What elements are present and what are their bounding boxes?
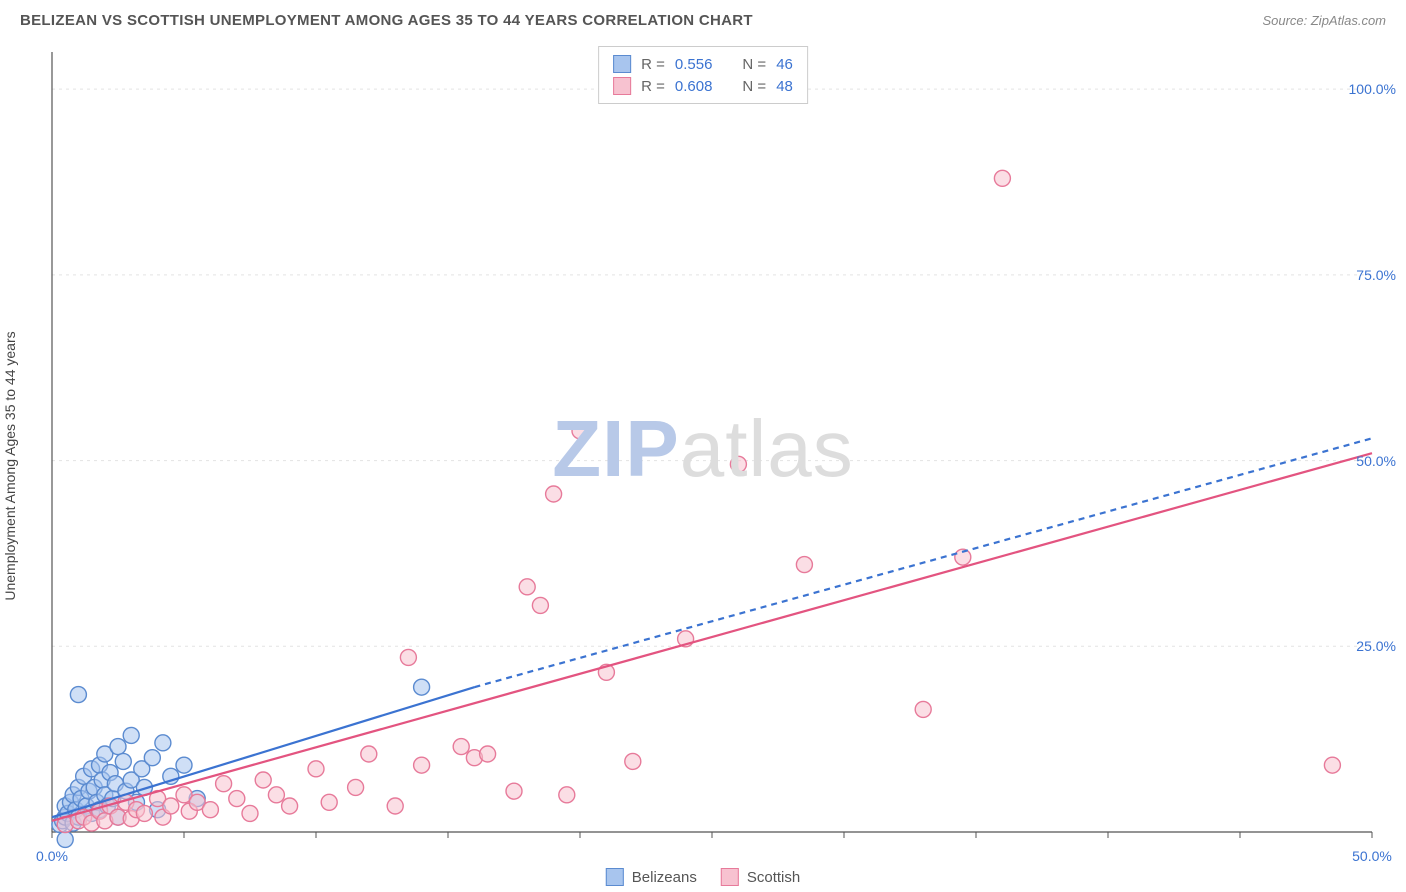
n-value: 48 xyxy=(776,78,793,95)
r-value: 0.608 xyxy=(675,78,713,95)
y-axis-label: Unemployment Among Ages 35 to 44 years xyxy=(2,331,18,600)
legend-item-1: Scottish xyxy=(721,868,800,886)
y-tick-label: 25.0% xyxy=(1356,638,1396,654)
y-tick-label: 100.0% xyxy=(1349,81,1396,97)
n-label: N = xyxy=(742,56,766,73)
y-tick-label: 75.0% xyxy=(1356,267,1396,283)
n-value: 46 xyxy=(776,56,793,73)
correlation-legend: R = 0.556 N = 46 R = 0.608 N = 48 xyxy=(598,46,808,104)
x-tick-label: 50.0% xyxy=(1352,848,1392,864)
chart-title: BELIZEAN VS SCOTTISH UNEMPLOYMENT AMONG … xyxy=(20,12,753,29)
series-legend: Belizeans Scottish xyxy=(606,868,800,886)
scatter-chart xyxy=(0,40,1406,892)
r-value: 0.556 xyxy=(675,56,713,73)
swatch-icon xyxy=(721,868,739,886)
chart-source: Source: ZipAtlas.com xyxy=(1262,13,1386,28)
swatch-icon xyxy=(613,77,631,95)
r-label: R = xyxy=(641,56,665,73)
chart-container: Unemployment Among Ages 35 to 44 years Z… xyxy=(0,40,1406,892)
legend-label: Scottish xyxy=(747,869,800,886)
legend-row-0: R = 0.556 N = 46 xyxy=(613,53,793,75)
legend-label: Belizeans xyxy=(632,869,697,886)
header-row: BELIZEAN VS SCOTTISH UNEMPLOYMENT AMONG … xyxy=(0,0,1406,29)
swatch-icon xyxy=(606,868,624,886)
swatch-icon xyxy=(613,55,631,73)
y-tick-label: 50.0% xyxy=(1356,453,1396,469)
r-label: R = xyxy=(641,78,665,95)
x-tick-label: 0.0% xyxy=(36,848,68,864)
legend-row-1: R = 0.608 N = 48 xyxy=(613,75,793,97)
n-label: N = xyxy=(742,78,766,95)
legend-item-0: Belizeans xyxy=(606,868,697,886)
